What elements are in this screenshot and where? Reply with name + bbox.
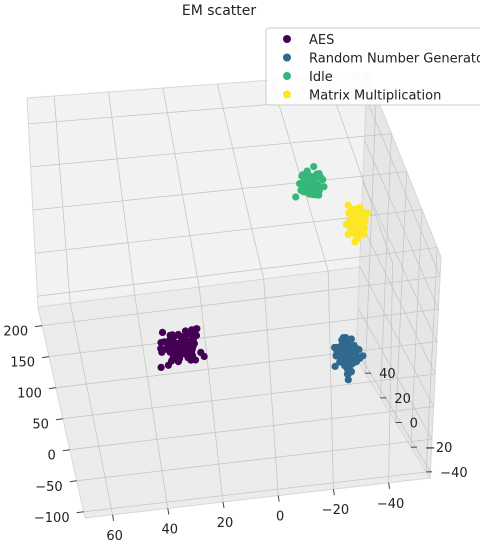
series-2-point [301, 181, 309, 189]
legend-box [265, 27, 480, 106]
y-tick-label: 50 [32, 418, 49, 433]
series-0-point [169, 337, 177, 345]
x-tick-mark [112, 514, 115, 521]
y-tick-label: 100 [17, 387, 42, 402]
x-grid-line [271, 79, 334, 490]
legend-marker [283, 72, 291, 80]
chart-title: EM scatter [182, 3, 257, 19]
legend-marker [283, 90, 291, 99]
series-3-point [344, 201, 352, 209]
x-grid-line [325, 75, 394, 483]
series-3-point [351, 238, 359, 246]
series-2-point [310, 163, 318, 171]
x-tick-mark [277, 495, 280, 502]
z-grid-line [35, 209, 423, 448]
y-tick-label: −50 [35, 480, 62, 495]
axis-panes [26, 72, 442, 519]
series-1-point [341, 362, 349, 370]
z-grid-line [37, 247, 438, 472]
series-1-point [344, 376, 352, 384]
series-2-point [320, 183, 328, 191]
series-2-point [305, 190, 314, 198]
series-0-point [158, 328, 167, 336]
y-tick-mark [62, 449, 70, 452]
y-tick-label: −100 [34, 511, 70, 526]
legend: AES Random Number Generator Idle Matrix Mul… [265, 27, 480, 106]
z-tick-label: 20 [394, 392, 411, 407]
y-tick-mark [55, 418, 63, 421]
y-tick-mark [35, 325, 43, 328]
series-0-point [191, 356, 200, 364]
series-2-point [300, 188, 308, 196]
legend-marker [283, 35, 291, 43]
series-0-point [164, 361, 172, 369]
series-1-point [352, 345, 361, 353]
legend-label: AES [309, 33, 334, 48]
x-tick-label: 0 [276, 510, 284, 525]
series-3-point [344, 230, 352, 238]
z-grid-line [30, 133, 392, 398]
legend-label: Idle [309, 70, 333, 85]
series-0-point [174, 358, 182, 366]
x-tick-mark [167, 508, 170, 515]
legend-marker [283, 53, 291, 62]
z-tick-label: 0 [410, 417, 418, 432]
series-1-point [331, 362, 339, 370]
series-0-point [192, 325, 200, 333]
x-tick-mark [388, 482, 391, 489]
z-grid-line [32, 171, 408, 423]
series-2-point [319, 176, 327, 184]
z-tick-label: −20 [425, 441, 452, 456]
series-0-point [185, 342, 193, 351]
data-points [157, 163, 371, 384]
y-tick-mark [48, 387, 57, 390]
x-grid-line [108, 91, 169, 509]
series-2-point [314, 185, 322, 193]
x-grid-line [162, 87, 224, 503]
series-2-point [292, 193, 300, 201]
series-2-point [311, 190, 319, 198]
series-3-point [346, 210, 354, 218]
axis-ticks: 60 40 20 0 −20 −40200150100500−50−10040200−20… [3, 325, 467, 544]
y-tick-label: 150 [10, 356, 35, 371]
z-tick-label: 40 [379, 367, 396, 382]
z-tick-label: −40 [440, 466, 467, 481]
series-0-point [197, 348, 205, 356]
y-tick-label: 200 [3, 325, 28, 340]
x-tick-mark [222, 501, 225, 509]
y-tick-mark [41, 356, 50, 359]
series-3-point [342, 220, 350, 228]
y-tick-mark [76, 511, 84, 514]
x-tick-label: 20 [217, 516, 234, 531]
series-3-point [360, 230, 368, 238]
x-tick-label: −20 [322, 503, 349, 518]
legend-label: Random Number Generator [309, 52, 480, 67]
x-tick-label: 60 [106, 529, 123, 544]
x-tick-label: 40 [162, 522, 179, 537]
series-3-point [352, 221, 360, 229]
x-grid-line [217, 83, 279, 496]
y-tick-label: 0 [48, 449, 56, 464]
series-3-point [363, 209, 371, 217]
grid-lines [28, 75, 441, 515]
y-tick-mark [69, 480, 77, 483]
x-tick-mark [332, 489, 335, 496]
legend-label: Matrix Multiplication [309, 89, 441, 104]
series-0-point [157, 363, 165, 371]
series-1-point [344, 370, 352, 378]
series-3-point [351, 229, 359, 237]
x-tick-label: −40 [377, 497, 404, 512]
x-grid-line [53, 95, 113, 515]
series-1-point [353, 352, 361, 360]
